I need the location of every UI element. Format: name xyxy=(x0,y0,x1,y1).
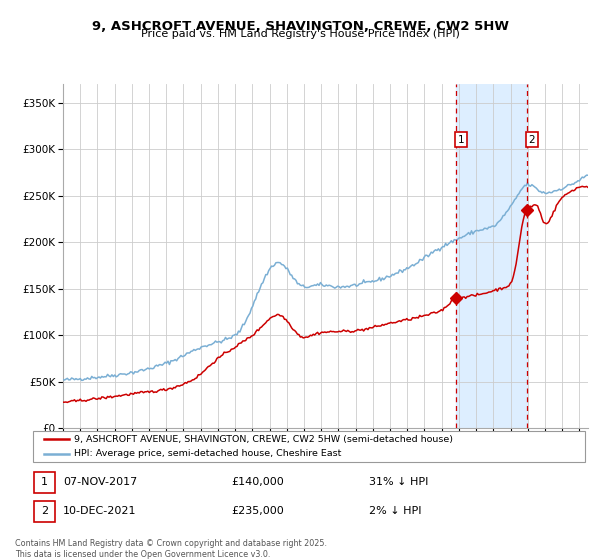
Text: 9, ASHCROFT AVENUE, SHAVINGTON, CREWE, CW2 5HW: 9, ASHCROFT AVENUE, SHAVINGTON, CREWE, C… xyxy=(91,20,509,32)
Text: Contains HM Land Registry data © Crown copyright and database right 2025.
This d: Contains HM Land Registry data © Crown c… xyxy=(15,539,327,559)
Text: 07-NOV-2017: 07-NOV-2017 xyxy=(63,477,137,487)
Text: 2% ↓ HPI: 2% ↓ HPI xyxy=(369,506,421,516)
Text: 1: 1 xyxy=(41,477,48,487)
Text: £140,000: £140,000 xyxy=(232,477,284,487)
Text: £235,000: £235,000 xyxy=(232,506,284,516)
Text: 1: 1 xyxy=(458,135,464,145)
Text: 9, ASHCROFT AVENUE, SHAVINGTON, CREWE, CW2 5HW (semi-detached house): 9, ASHCROFT AVENUE, SHAVINGTON, CREWE, C… xyxy=(74,435,454,444)
Text: 2: 2 xyxy=(529,135,535,145)
Text: 31% ↓ HPI: 31% ↓ HPI xyxy=(369,477,428,487)
Text: HPI: Average price, semi-detached house, Cheshire East: HPI: Average price, semi-detached house,… xyxy=(74,450,342,459)
Text: 10-DEC-2021: 10-DEC-2021 xyxy=(63,506,137,516)
Text: 2: 2 xyxy=(41,506,48,516)
Text: Price paid vs. HM Land Registry's House Price Index (HPI): Price paid vs. HM Land Registry's House … xyxy=(140,29,460,39)
Bar xyxy=(457,84,527,428)
